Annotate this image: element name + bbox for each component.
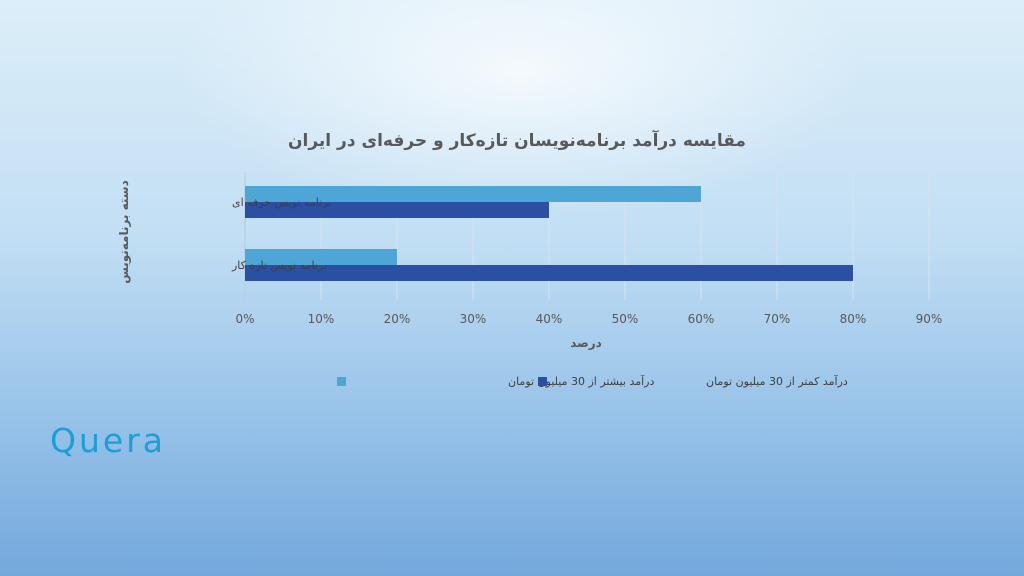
bars <box>245 186 853 281</box>
category-label: برنامه نویس حرفه ای <box>232 196 331 209</box>
x-tick-label: 30% <box>460 312 487 326</box>
legend-swatch <box>538 377 547 386</box>
x-tick-label: 20% <box>384 312 411 326</box>
category-labels: برنامه نویس حرفه ای برنامه نویس تازه کار <box>231 196 331 272</box>
x-tick-label: 90% <box>916 312 943 326</box>
category-label: برنامه نویس تازه کار <box>231 259 327 272</box>
x-tick-label: 0% <box>235 312 254 326</box>
x-tick-label: 50% <box>612 312 639 326</box>
legend-swatch <box>337 377 346 386</box>
chart-title: مقایسه درآمد برنامه‌نویسان تازه‌کار و حر… <box>288 129 746 151</box>
bar <box>245 265 853 281</box>
x-tick-label: 10% <box>308 312 335 326</box>
x-tick-label: 70% <box>764 312 791 326</box>
bar <box>245 186 701 202</box>
bar <box>245 249 397 265</box>
x-tick-label: 80% <box>840 312 867 326</box>
quera-logo: Quera <box>50 421 166 460</box>
legend-label: درآمد بیشتر از 30 میلیون تومان <box>508 374 654 388</box>
bar <box>245 202 549 218</box>
x-tick-label: 60% <box>688 312 715 326</box>
legend-label: درآمد کمتر از 30 میلیون تومان <box>706 374 848 388</box>
x-tick-labels: 0% 10% 20% 30% 40% 50% 60% 70% 80% 90% <box>235 312 942 326</box>
legend: درآمد بیشتر از 30 میلیون تومان درآمد کمتر… <box>337 374 848 388</box>
y-axis-title: دسته برنامه‌نویس <box>117 180 132 284</box>
x-axis-title: درصد <box>570 336 602 350</box>
x-tick-label: 40% <box>536 312 563 326</box>
